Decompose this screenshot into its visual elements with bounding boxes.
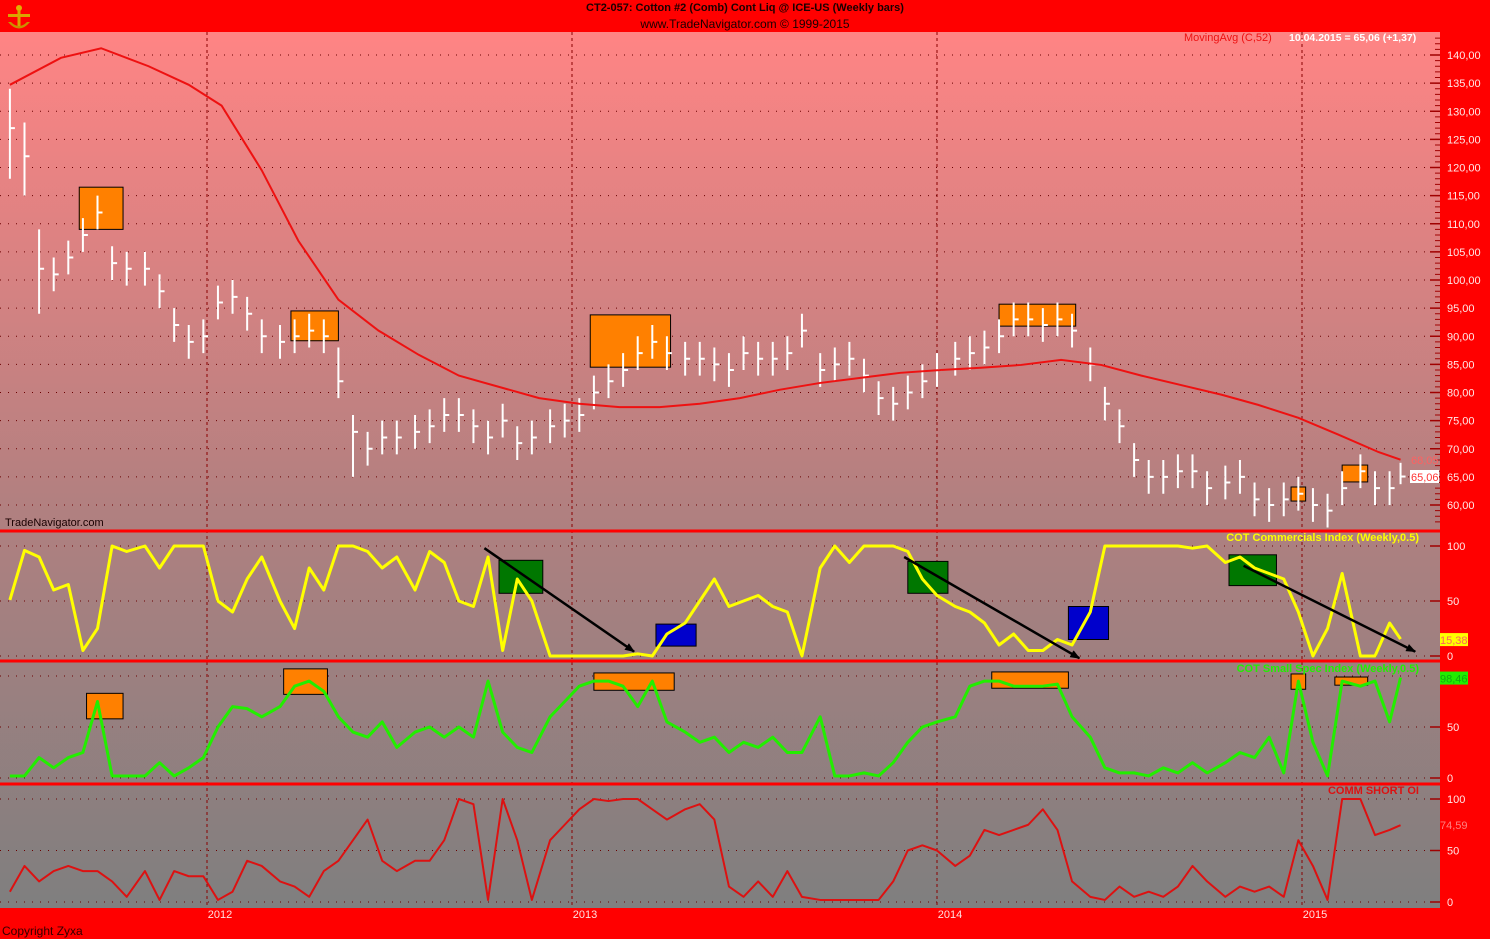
- highlight-box-orange: [78, 186, 124, 230]
- y-tick-label: 50: [1447, 722, 1459, 734]
- y-tick-label: 115,00: [1447, 191, 1480, 203]
- panel-small_spec: [0, 668, 1430, 779]
- trend-arrow: [1243, 564, 1417, 653]
- y-tick-label: 95,00: [1447, 303, 1475, 315]
- small-spec-value-tag: 98,46: [1440, 674, 1468, 686]
- highlight-box-orange: [589, 314, 672, 368]
- x-tick-label: 2014: [938, 909, 962, 921]
- moving-average-line: [9, 47, 1401, 461]
- y-tick-label: 70,00: [1447, 444, 1475, 456]
- y-tick-label: 110,00: [1447, 219, 1480, 231]
- y-tick-label: 100,00: [1447, 275, 1481, 287]
- panel-legend-commercials: COT Commercials Index (Weekly,0.5): [1226, 532, 1419, 544]
- ma-value-tag: 68,05: [1411, 455, 1439, 467]
- y-tick-label: 0: [1447, 773, 1453, 785]
- y-tick-label: 130,00: [1447, 106, 1481, 118]
- highlight-box-orange: [290, 310, 339, 342]
- chart-title: CT2-057: Cotton #2 (Comb) Cont Liq @ ICE…: [586, 2, 904, 14]
- x-tick-label: 2012: [208, 909, 232, 921]
- comm-short-value-tag: 74,59: [1440, 820, 1468, 832]
- highlight-box-blue: [655, 623, 697, 647]
- x-tick-label: 2015: [1303, 909, 1327, 921]
- small_spec-line: [9, 677, 1403, 778]
- y-tick-label: 60,00: [1447, 500, 1475, 512]
- highlight-box-green: [498, 559, 544, 594]
- plot-background: [0, 32, 1440, 908]
- highlight-box-orange: [86, 692, 124, 720]
- value-tag-bg: [1440, 671, 1468, 685]
- y-tick-label: 85,00: [1447, 359, 1475, 371]
- commercials-line: [8, 544, 1402, 658]
- watermark-label: TradeNavigator.com: [5, 517, 104, 529]
- value-tag-bg: [1440, 633, 1468, 647]
- copyright-label: Copyright Zyxa: [2, 924, 83, 938]
- y-tick-label: 0: [1447, 651, 1453, 663]
- indicator-legend: MovingAvg (C,52): [1184, 32, 1272, 44]
- trend-arrow: [903, 555, 1081, 660]
- price-value-tag: 65,06: [1411, 472, 1439, 484]
- highlight-box-blue: [1067, 606, 1110, 640]
- panel-price: [0, 47, 1430, 528]
- panel-legend-small_spec: COT Small Spec Index (Weekly,0.5): [1237, 663, 1420, 675]
- panel-comm_short_oi: [0, 798, 1430, 903]
- panel-commercials: [0, 544, 1430, 658]
- highlight-box-green: [907, 560, 949, 594]
- y-tick-label: 100: [1447, 794, 1465, 806]
- highlight-box-orange: [1341, 464, 1369, 483]
- trend-arrow: [483, 547, 635, 653]
- y-tick-label: 105,00: [1447, 247, 1481, 259]
- y-tick-label: 135,00: [1447, 78, 1481, 90]
- anchor-logo-icon: [8, 5, 30, 29]
- y-tick-label: 50: [1447, 846, 1459, 858]
- y-tick-label: 0: [1447, 897, 1453, 909]
- y-tick-label: 90,00: [1447, 331, 1475, 343]
- y-tick-label: 100: [1447, 541, 1465, 553]
- comm_short_oi-line: [9, 798, 1401, 901]
- y-tick-label: 50: [1447, 596, 1459, 608]
- y-tick-label: 140,00: [1447, 50, 1481, 62]
- y-tick-label: 80,00: [1447, 388, 1475, 400]
- chart-subtitle: www.TradeNavigator.com © 1999-2015: [640, 17, 850, 31]
- panel-legend-comm_short_oi: COMM SHORT OI: [1328, 785, 1419, 797]
- x-tick-label: 2013: [573, 909, 597, 921]
- y-tick-label: 75,00: [1447, 416, 1475, 428]
- y-tick-label: 125,00: [1447, 134, 1481, 146]
- price-value-tag-bg: [1410, 470, 1439, 483]
- y-tick-label: 65,00: [1447, 472, 1475, 484]
- commercials-value-tag: 15,38: [1440, 635, 1468, 647]
- last-value-legend: 10.04.2015 = 65,06 (+1,37): [1289, 32, 1416, 44]
- highlight-box-orange: [998, 303, 1077, 327]
- price-axis: [1440, 32, 1490, 908]
- y-tick-label: 120,00: [1447, 163, 1481, 175]
